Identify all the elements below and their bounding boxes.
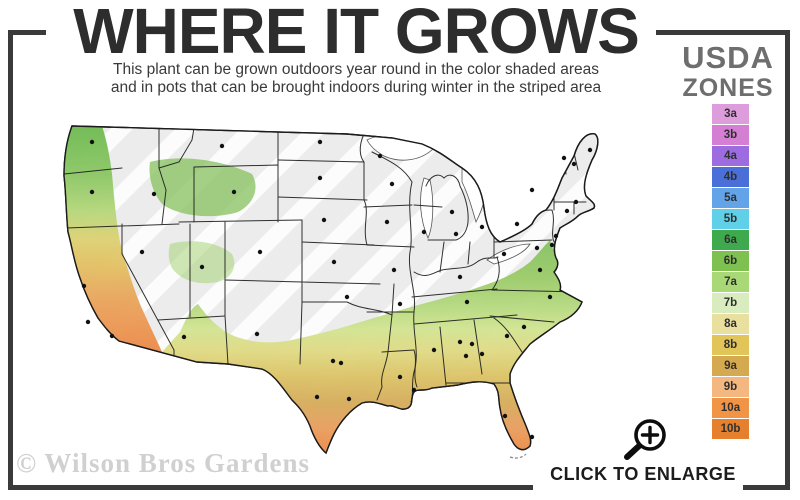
- city-dots: [81, 139, 593, 440]
- legend-zone-swatch-9b: 9b: [712, 377, 749, 397]
- west-coast-zones: [64, 126, 162, 352]
- zones-heading-line: ZONES: [682, 74, 774, 102]
- map-outline-stroke: [63, 125, 599, 455]
- subtitle-line-2: and in pots that can be brought indoors …: [110, 78, 602, 96]
- state-borders: [64, 126, 587, 403]
- usda-zone-map[interactable]: [62, 112, 607, 462]
- frame-left-segment: [8, 30, 13, 490]
- usda-zones-heading: USDA ZONES: [664, 42, 792, 101]
- legend-zone-swatch-9a: 9a: [712, 356, 749, 376]
- long-island: [559, 227, 577, 235]
- us-map-svg: [63, 125, 599, 459]
- legend-zone-swatch-4b: 4b: [712, 167, 749, 187]
- legend-zone-swatch-10a: 10a: [712, 398, 749, 418]
- subtitle-line-1: This plant can be grown outdoors year ro…: [113, 61, 599, 78]
- inland-green-patch-south: [168, 241, 235, 284]
- legend-zone-swatch-5b: 5b: [712, 209, 749, 229]
- frame-bottom-right-segment: [743, 485, 790, 490]
- legend-zone-swatch-6b: 6b: [712, 251, 749, 271]
- usda-heading-line: USDA: [682, 40, 774, 75]
- legend-zone-swatch-3b: 3b: [712, 125, 749, 145]
- legend-zone-swatch-4a: 4a: [712, 146, 749, 166]
- south-zones-band: [119, 240, 582, 453]
- legend-zone-swatch-8a: 8a: [712, 314, 749, 334]
- watermark: © Wilson Bros Gardens: [16, 448, 310, 478]
- frame-top-right-segment: [656, 30, 790, 35]
- legend-zone-swatch-7b: 7b: [712, 293, 749, 313]
- page-title: WHERE IT GROWS: [73, 0, 640, 67]
- magnifier-plus-icon[interactable]: [616, 410, 674, 462]
- frame-top-left-segment: [8, 30, 46, 35]
- legend-zone-swatch-8b: 8b: [712, 335, 749, 355]
- legend-zones: 3a 3b 4a 4b 5a 5b 6a 6b 7a 7b 8a 8b 9a 9b 10a 10b: [712, 104, 749, 440]
- legend-zone-swatch-5a: 5a: [712, 188, 749, 208]
- florida-keys: [509, 453, 527, 459]
- frame-right-segment: [785, 30, 790, 490]
- page-subtitle: This plant can be grown outdoors year ro…: [0, 61, 712, 96]
- legend-zone-swatch-3a: 3a: [712, 104, 749, 124]
- legend-zone-swatch-7a: 7a: [712, 272, 749, 292]
- inland-green-patch-north: [149, 158, 256, 217]
- legend-zone-swatch-10b: 10b: [712, 419, 749, 439]
- legend-zone-swatch-6a: 6a: [712, 230, 749, 250]
- click-to-enlarge-label[interactable]: CLICK TO ENLARGE: [550, 464, 736, 484]
- lake-michigan: [420, 177, 434, 240]
- frame-bottom-left-segment: [8, 485, 533, 490]
